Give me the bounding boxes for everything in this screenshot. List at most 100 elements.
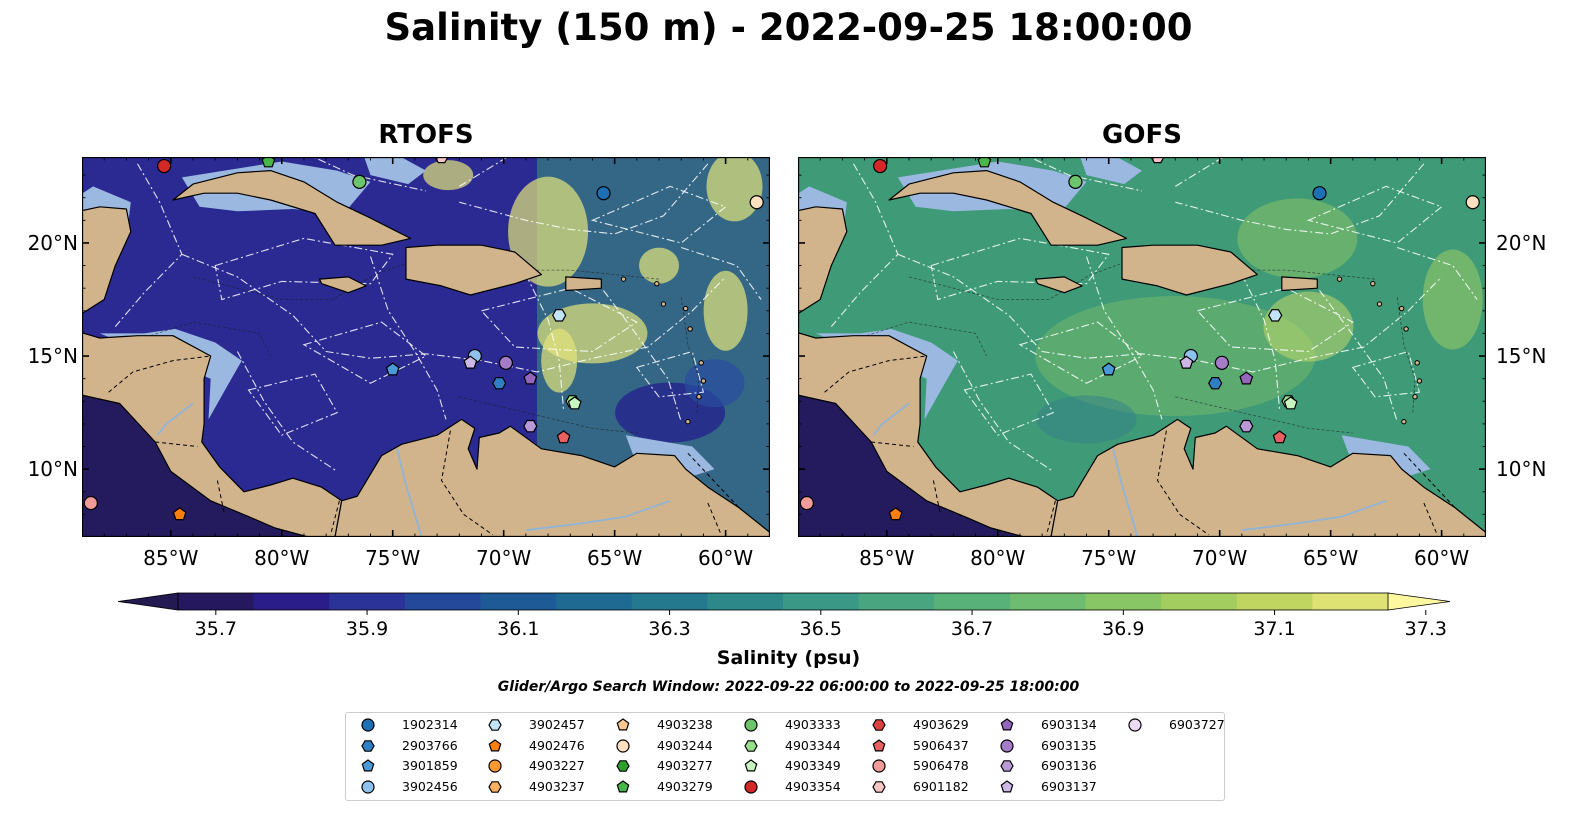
legend-marker-icon [488, 780, 502, 793]
float-marker-2903766 [492, 377, 507, 390]
lat-tick-label-left: 20°N [27, 230, 78, 255]
legend-marker-icon [744, 779, 758, 794]
lon-tick-label: 80°W [254, 546, 310, 570]
legend-marker-icon [361, 718, 375, 732]
float-marker-5906478 [83, 495, 98, 511]
legend-marker-icon [1000, 760, 1014, 772]
legend-marker-icon [1128, 718, 1142, 732]
legend-label: 4903629 [913, 717, 969, 732]
legend-marker-icon [872, 719, 886, 731]
legend-label: 4903349 [785, 758, 841, 773]
legend-label: 4903237 [529, 778, 585, 794]
legend-label: 6903137 [1041, 778, 1097, 794]
legend-marker-icon [488, 759, 502, 773]
legend-label: 6903136 [1041, 758, 1097, 773]
legend-marker-icon [616, 760, 630, 772]
legend-label: 6903727 [1169, 717, 1225, 732]
float-marker-4902476 [888, 507, 903, 521]
float-marker-4903244 [749, 195, 764, 210]
float-marker-4903279 [261, 157, 276, 168]
legend-label: 1902314 [402, 717, 458, 732]
legend-label: 4903227 [529, 758, 585, 773]
lon-tick-label: 75°W [1081, 546, 1137, 570]
legend-marker-icon [872, 738, 886, 751]
legend-marker-icon [488, 738, 502, 751]
panel-title-rtofs: RTOFS [378, 120, 474, 150]
legend-label: 6903134 [1041, 717, 1097, 732]
legend-marker-icon [744, 718, 758, 732]
colorbar-over-extension [1387, 592, 1451, 611]
legend-marker-icon [1000, 779, 1014, 792]
float-marker-3902457 [1268, 309, 1283, 322]
colorbar-segment [1312, 593, 1389, 610]
float-marker-6903134 [523, 371, 538, 385]
lat-tick-label-left: 10°N [27, 457, 78, 482]
legend-marker-icon [361, 759, 375, 772]
colorbar-segment [178, 593, 255, 610]
legend-marker-icon [744, 739, 758, 752]
lon-tick-label: 70°W [1192, 546, 1248, 570]
colorbar-segment [404, 593, 481, 610]
legend-marker-icon [361, 739, 375, 752]
legend-label: 4902476 [529, 737, 585, 753]
lat-tick-label-right: 10°N [1496, 457, 1547, 482]
colorbar-tick-label: 37.1 [1253, 618, 1295, 640]
lat-tick-label-left: 15°N [27, 344, 78, 369]
float-marker-4903244 [1465, 195, 1480, 210]
colorbar-label: Salinity (psu) [716, 647, 861, 669]
float-marker-6903135 [1214, 355, 1229, 370]
map-panel-rtofs [82, 157, 770, 537]
float-marker-4903349 [567, 396, 582, 410]
search-window-text: Glider/Argo Search Window: 2022-09-22 06… [497, 679, 1080, 695]
legend-marker-icon [616, 718, 630, 731]
colorbar-segment [1085, 593, 1162, 610]
legend-label: 4903354 [785, 778, 841, 794]
lon-tick-label: 75°W [365, 546, 421, 570]
colorbar-segment [1161, 593, 1238, 610]
figure-title: Salinity (150 m) - 2022-09-25 18:00:00 [384, 6, 1193, 49]
legend-label: 6901182 [913, 778, 969, 794]
legend-marker-icon [488, 719, 502, 731]
legend-marker-icon [744, 759, 758, 772]
colorbar-segment [858, 593, 935, 610]
legend-label: 4903344 [785, 737, 841, 753]
colorbar-segment [934, 593, 1011, 610]
legend-marker-icon [616, 779, 630, 792]
legend-label: 4903277 [657, 758, 713, 773]
legend-label: 3902456 [402, 778, 458, 794]
panel-title-gofs: GOFS [1102, 120, 1182, 150]
float-marker-6903134 [1239, 371, 1254, 385]
float-marker-6901182 [434, 157, 449, 164]
colorbar-segment [1236, 593, 1313, 610]
colorbar-tick-label: 36.3 [648, 618, 690, 640]
legend-label: 4903244 [657, 737, 713, 753]
map-panel-gofs [798, 157, 1486, 537]
legend-label: 4903238 [657, 717, 713, 732]
colorbar-segment [783, 593, 860, 610]
legend-label: 6903135 [1041, 737, 1097, 753]
float-marker-6903137 [1179, 355, 1194, 369]
legend-label: 3902457 [529, 717, 585, 732]
legend-marker-icon [1000, 738, 1014, 753]
colorbar-segment [1009, 593, 1086, 610]
float-marker-6903137 [463, 355, 478, 369]
lon-tick-label: 70°W [476, 546, 532, 570]
float-marker-4903279 [977, 157, 992, 168]
float-legend: 1902314 2903766 3901859 3902456 3902457 49024… [345, 712, 1225, 801]
float-marker-4903349 [1283, 396, 1298, 410]
colorbar-segment [556, 593, 633, 610]
lon-tick-label: 80°W [970, 546, 1026, 570]
lon-tick-label: 60°W [1413, 546, 1470, 570]
colorbar-tick-label: 37.3 [1405, 618, 1447, 640]
legend-marker-icon [872, 780, 886, 793]
colorbar-segment [329, 593, 406, 610]
float-marker-5906437 [556, 430, 571, 444]
colorbar-segment [480, 593, 557, 610]
colorbar-tick-label: 35.7 [195, 618, 237, 640]
legend-marker-icon [872, 759, 886, 773]
float-marker-3902457 [552, 309, 567, 322]
float-marker-4903333 [352, 174, 367, 189]
float-marker-1902314 [596, 186, 611, 201]
colorbar-tick-label: 36.9 [1102, 618, 1144, 640]
legend-marker-icon [361, 779, 375, 794]
